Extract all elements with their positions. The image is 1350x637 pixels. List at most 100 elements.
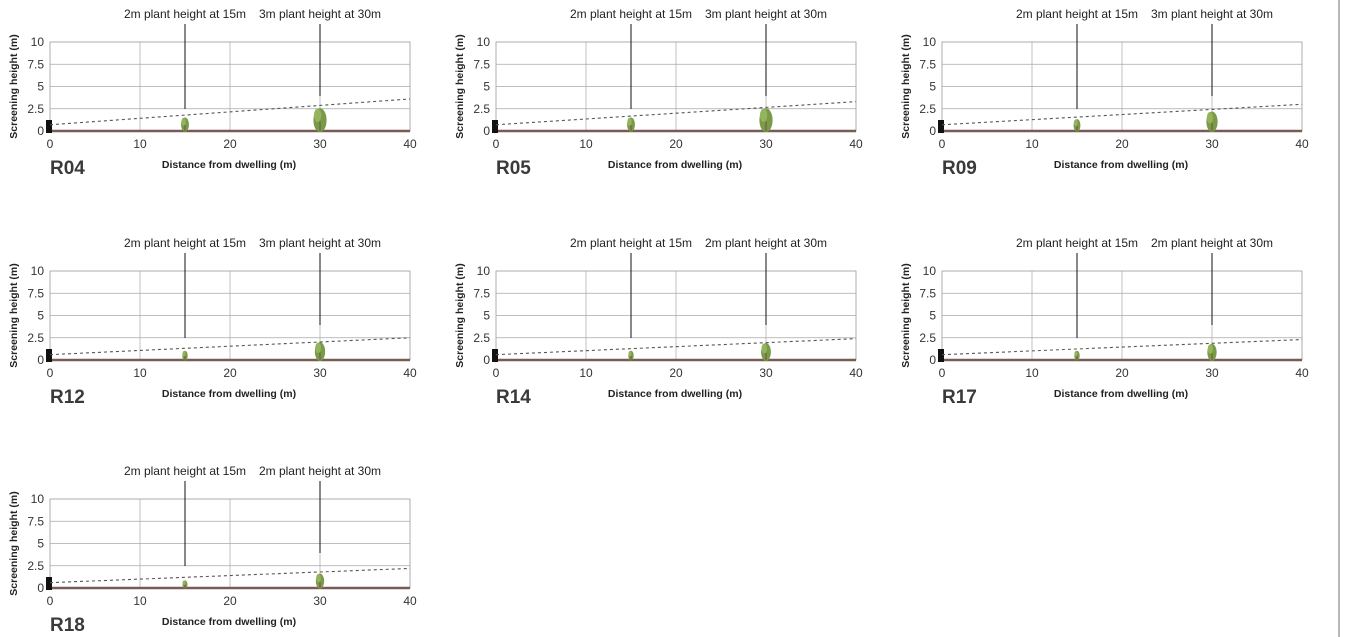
panel-label: R14 <box>496 387 531 408</box>
plant-height-label: 2m plant height at 30m <box>259 464 381 478</box>
x-tick-label: 30 <box>759 137 773 151</box>
x-tick-label: 20 <box>223 594 237 608</box>
y-tick-label: 0 <box>37 581 44 595</box>
chart-panel: 0 2.5 5 7.5 10 0 10 20 30 40 2m plant height at 15… <box>8 7 417 179</box>
x-axis-title: Distance from dwelling (m) <box>608 159 742 171</box>
x-tick-label: 20 <box>669 137 683 151</box>
y-tick-label: 5 <box>37 537 44 551</box>
y-tick-label: 0 <box>37 353 44 367</box>
y-tick-label: 10 <box>477 264 491 278</box>
plant-marker <box>181 117 189 132</box>
x-tick-label: 10 <box>579 366 593 380</box>
sightline <box>941 103 1303 126</box>
plant-foliage-highlight <box>182 350 186 357</box>
dwelling-marker <box>492 349 498 362</box>
x-tick-label: 40 <box>403 366 417 380</box>
x-tick-label: 30 <box>759 366 773 380</box>
x-tick-label: 30 <box>1205 137 1219 151</box>
y-tick-label: 5 <box>929 309 936 323</box>
plant-height-label: 3m plant height at 30m <box>259 236 381 250</box>
dwelling-marker <box>938 349 944 362</box>
y-axis-title: Screening height (m) <box>454 34 466 138</box>
sightline <box>49 337 411 356</box>
y-tick-label: 2.5 <box>27 331 44 345</box>
y-axis-title: Screening height (m) <box>900 263 912 367</box>
plant-foliage-highlight <box>627 117 632 126</box>
plant-height-label: 2m plant height at 15m <box>1016 7 1138 21</box>
x-tick-label: 40 <box>1295 366 1309 380</box>
plant-height-label: 2m plant height at 15m <box>124 464 246 478</box>
y-axis-title: Screening height (m) <box>8 263 20 367</box>
x-tick-label: 30 <box>313 594 327 608</box>
panel-label: R09 <box>942 158 977 179</box>
y-tick-label: 10 <box>31 35 45 49</box>
plant-marker <box>627 117 635 132</box>
x-tick-label: 0 <box>47 594 54 608</box>
plant-foliage-highlight <box>313 108 322 123</box>
plant-marker <box>628 350 634 361</box>
sightline <box>49 567 411 584</box>
y-tick-label: 7.5 <box>919 57 936 71</box>
y-tick-label: 2.5 <box>473 331 490 345</box>
plant-foliage-highlight <box>761 343 767 354</box>
y-tick-label: 10 <box>477 35 491 49</box>
x-tick-label: 0 <box>493 137 500 151</box>
x-tick-label: 10 <box>133 594 147 608</box>
x-tick-label: 20 <box>669 366 683 380</box>
y-axis-title: Screening height (m) <box>8 34 20 138</box>
y-tick-label: 7.5 <box>919 286 936 300</box>
y-tick-label: 7.5 <box>473 286 490 300</box>
y-tick-label: 2.5 <box>27 559 44 573</box>
sightline <box>495 101 857 126</box>
plant-marker <box>313 108 327 133</box>
page-right-border <box>1338 0 1340 637</box>
y-axis-title: Screening height (m) <box>454 263 466 367</box>
sightline <box>49 98 411 126</box>
plant-height-label: 2m plant height at 15m <box>570 7 692 21</box>
chart-panel: 0 2.5 5 7.5 10 0 10 20 30 40 2m plant height at 15… <box>8 464 417 636</box>
x-axis-title: Distance from dwelling (m) <box>162 616 296 628</box>
x-tick-label: 10 <box>133 137 147 151</box>
y-tick-label: 5 <box>37 80 44 94</box>
y-tick-label: 5 <box>483 80 490 94</box>
y-tick-label: 10 <box>923 264 937 278</box>
panel-label: R05 <box>496 158 531 179</box>
x-tick-label: 30 <box>313 137 327 151</box>
sightline <box>941 338 1303 356</box>
plant-foliage-highlight <box>1073 119 1078 127</box>
plant-height-label: 2m plant height at 30m <box>1151 236 1273 250</box>
plant-marker <box>182 580 188 589</box>
plant-height-label: 2m plant height at 15m <box>124 7 246 21</box>
y-tick-label: 7.5 <box>473 57 490 71</box>
sightline <box>495 338 857 356</box>
x-tick-label: 10 <box>133 366 147 380</box>
y-tick-label: 10 <box>923 35 937 49</box>
x-tick-label: 10 <box>579 137 593 151</box>
x-tick-label: 10 <box>1025 137 1039 151</box>
plant-height-label: 2m plant height at 30m <box>705 236 827 250</box>
x-tick-label: 40 <box>849 137 863 151</box>
y-tick-label: 5 <box>37 309 44 323</box>
plant-marker <box>1074 350 1080 361</box>
dwelling-marker <box>938 120 944 133</box>
plant-marker <box>314 342 326 361</box>
x-tick-label: 20 <box>223 366 237 380</box>
y-tick-label: 0 <box>929 353 936 367</box>
y-tick-label: 0 <box>483 124 490 138</box>
plant-height-label: 3m plant height at 30m <box>705 7 827 21</box>
x-tick-label: 30 <box>1205 366 1219 380</box>
plant-foliage-highlight <box>181 117 186 126</box>
chart-panel: 0 2.5 5 7.5 10 0 10 20 30 40 2m plant height at 15… <box>900 7 1309 179</box>
y-axis-title: Screening height (m) <box>8 491 20 595</box>
y-tick-label: 7.5 <box>27 286 44 300</box>
y-tick-label: 5 <box>929 80 936 94</box>
x-tick-label: 0 <box>939 137 946 151</box>
plant-foliage-highlight <box>182 580 186 586</box>
dwelling-marker <box>492 120 498 133</box>
panel-label: R04 <box>50 158 85 179</box>
y-axis-title: Screening height (m) <box>900 34 912 138</box>
plant-height-label: 2m plant height at 15m <box>570 236 692 250</box>
chart-panel: 0 2.5 5 7.5 10 0 10 20 30 40 2m plant height at 15… <box>454 7 863 179</box>
y-tick-label: 2.5 <box>919 331 936 345</box>
